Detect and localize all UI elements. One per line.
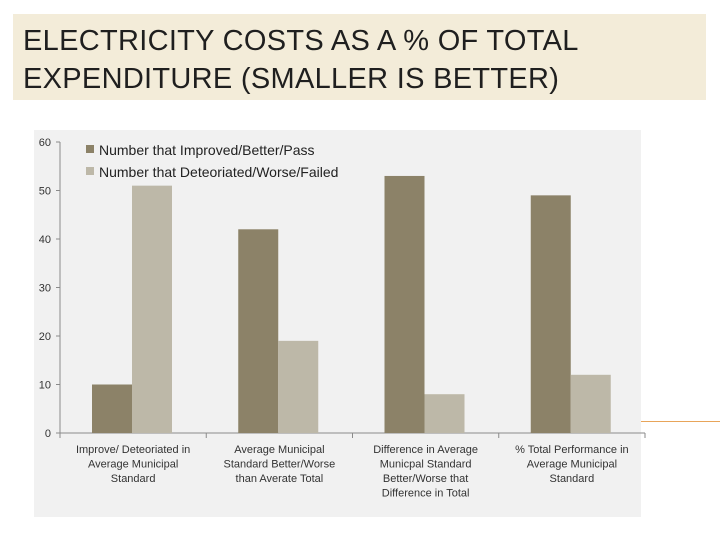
x-category-label: Difference in Average: [373, 444, 478, 456]
x-category-label: Municpal Standard: [380, 459, 472, 471]
y-tick-label: 30: [39, 283, 51, 295]
title-box: ELECTRICITY COSTS AS A % OF TOTAL EXPEND…: [13, 14, 706, 100]
y-tick-label: 50: [39, 186, 51, 198]
x-category-label: Average Municipal: [88, 459, 178, 471]
bar-series1-cat4: [530, 195, 571, 433]
slide-title-line2: EXPENDITURE (SMALLER IS BETTER): [23, 63, 560, 95]
bar-series1-cat2: [238, 229, 279, 433]
y-tick-label: 60: [39, 137, 51, 149]
legend-label-series2: Number that Deteoriated/Worse/Failed: [99, 164, 338, 180]
bar-series1-cat3: [384, 175, 425, 433]
decorative-line: [640, 421, 720, 422]
x-category-label: than Averate Total: [236, 473, 324, 485]
bar-series2-cat1: [132, 185, 172, 433]
bar-series2-cat2: [278, 340, 319, 433]
slide-title-line1: ELECTRICITY COSTS AS A % OF TOTAL: [23, 25, 579, 57]
y-tick-label: 40: [39, 234, 51, 246]
legend-swatch-series2: [86, 167, 94, 175]
x-category-label: Average Municipal: [527, 459, 617, 471]
x-category-label: Average Municipal: [234, 444, 324, 456]
bar-series1-cat1: [92, 384, 132, 433]
x-category-label: Standard: [111, 473, 156, 485]
bar-series2-cat4: [570, 374, 611, 433]
slide-title: ELECTRICITY COSTS AS A % OF TOTAL EXPEND…: [23, 22, 699, 98]
legend-label-series1: Number that Improved/Better/Pass: [99, 142, 315, 158]
y-tick-label: 0: [45, 428, 51, 440]
x-category-label: Standard Better/Worse: [224, 459, 336, 471]
x-category-label: % Total Performance in: [515, 444, 629, 456]
y-tick-label: 20: [39, 331, 51, 343]
y-tick-label: 10: [39, 380, 51, 392]
x-category-label: Better/Worse that: [383, 473, 468, 485]
x-category-label: Improve/ Deteoriated in: [76, 444, 190, 456]
bar-series2-cat3: [424, 394, 465, 433]
x-category-label: Difference in Total: [382, 488, 470, 500]
legend-swatch-series1: [86, 145, 94, 153]
x-category-label: Standard: [550, 473, 595, 485]
